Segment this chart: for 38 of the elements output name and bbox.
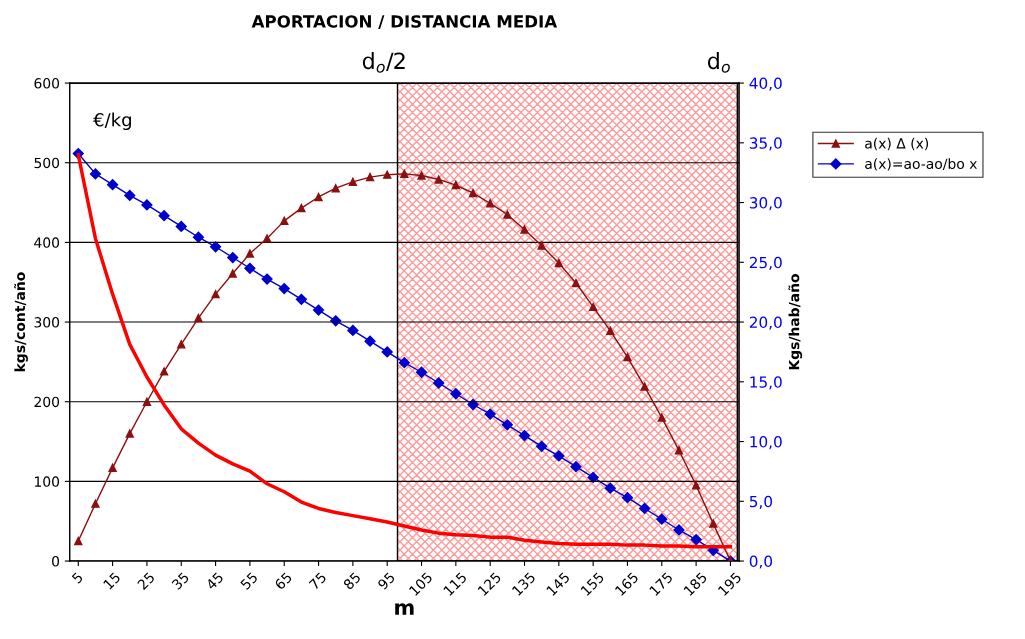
legend-label: a(x)=ao-ao/bo x [865, 158, 977, 171]
annotation: €/kg [93, 112, 131, 131]
x-tick-label: 65 [274, 571, 293, 591]
y-tick-label: 500 [34, 157, 60, 169]
y2-tick-label: 5,0 [749, 495, 773, 509]
text: d$_{o}$ [707, 52, 730, 73]
x-tick-label: 195 [717, 571, 742, 597]
y2-tick-label: 35,0 [749, 137, 782, 151]
x-tick-label: 135 [511, 571, 536, 597]
x-tick-label: 55 [239, 571, 259, 591]
x-axis-title: m [395, 603, 414, 615]
y-tick-label: 0 [52, 556, 60, 567]
y-tick-label: 300 [34, 317, 60, 328]
y2-tick-label: 30,0 [749, 197, 782, 211]
x-tick-label: 85 [342, 571, 362, 591]
x-tick-label: 5 [71, 571, 84, 584]
y2-axis-title: Kgs/hab/año [788, 274, 803, 370]
y-tick-label: 200 [34, 396, 60, 408]
y-axis-title: kgs/cont/año [14, 272, 28, 372]
x-tick-label: 45 [205, 571, 224, 591]
x-tick-label: 95 [376, 571, 396, 591]
x-tick-label: 165 [614, 571, 639, 597]
x-tick-label: 75 [308, 571, 327, 591]
y2-tick-label: 10,0 [750, 436, 782, 450]
legend-label: a(x) Δ (x) [865, 137, 929, 151]
chart-title: APORTACION / DISTANCIA MEDIA [251, 15, 558, 30]
x-tick-label: 15 [102, 571, 121, 590]
y2-tick-label: 40,0 [749, 77, 782, 91]
y-tick-label: 100 [34, 476, 60, 487]
x-tick-label: 35 [171, 571, 190, 591]
text: d$_{o}$/2 [362, 52, 405, 73]
y2-tick-label: 20,0 [749, 316, 782, 330]
y-tick-label: 400 [34, 237, 60, 248]
y2-tick-label: 15,0 [750, 376, 782, 390]
y-tick-label: 600 [34, 78, 60, 89]
y2-tick-label: 0,0 [749, 555, 773, 569]
x-tick-label: 25 [136, 571, 156, 591]
y2-tick-label: 25,0 [749, 256, 782, 270]
